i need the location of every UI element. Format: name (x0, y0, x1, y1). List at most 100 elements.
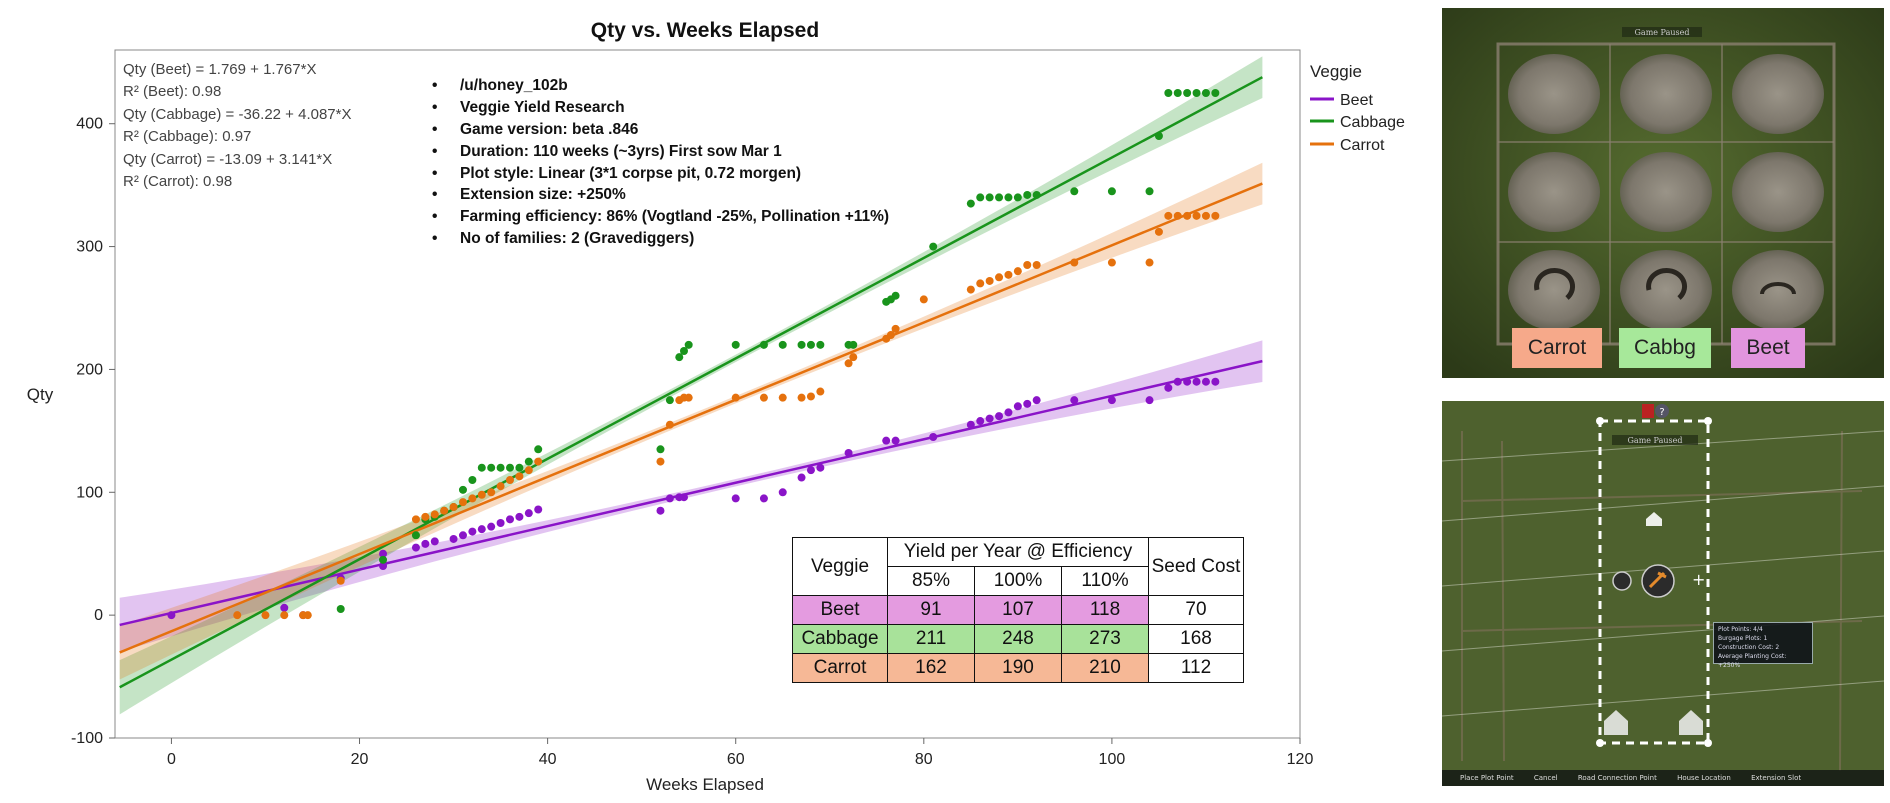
data-point-carrot (778, 393, 787, 402)
data-point-beet (1070, 396, 1079, 405)
data-point-cabbage (1070, 187, 1079, 196)
data-point-cabbage (1173, 89, 1182, 97)
confidence-band-cabbage (119, 56, 1263, 715)
data-point-carrot (759, 393, 768, 402)
data-point-cabbage (806, 340, 815, 349)
data-point-beet (929, 433, 938, 441)
data-point-beet (656, 506, 665, 515)
screenshot-label-cabbage: Cabbg (1619, 328, 1711, 368)
confidence-band-beet (119, 340, 1263, 653)
data-point-cabbage (976, 193, 985, 202)
data-point-carrot (656, 457, 665, 466)
axis-ticks: 0 20 40 60 80 100 120 -100 0 100 200 300 400 (71, 116, 1313, 768)
control-road-connection[interactable]: Road Connection Point (1577, 774, 1657, 782)
data-point-cabbage (477, 463, 486, 472)
x-axis-label: Weeks Elapsed (646, 775, 764, 794)
table-cell: Carrot (792, 653, 888, 683)
annotation-carrot-eq: Qty (Carrot) = -13.09 + 3.141*X (123, 151, 332, 168)
data-point-cabbage (1192, 89, 1201, 97)
extension-slot-icon (1679, 710, 1703, 735)
control-extension-slot[interactable]: Extension Slot (1751, 774, 1802, 782)
data-point-carrot (891, 324, 900, 333)
x-tick-label: 100 (1099, 751, 1126, 768)
data-point-carrot (233, 611, 242, 620)
data-point-carrot (487, 488, 496, 497)
table-cell: 273 (1061, 624, 1149, 654)
control-cancel[interactable]: Cancel (1533, 774, 1558, 782)
tooltip-line: Average Planting Cost: +250% (1718, 653, 1787, 669)
data-point-carrot (303, 611, 312, 620)
table-cell: 118 (1061, 595, 1149, 625)
info-line: /u/honey_102b (460, 77, 568, 94)
legend-label-carrot: Carrot (1340, 137, 1385, 154)
info-item: • Plot style: Linear (3*1 corpse pit, 0.7… (432, 165, 801, 182)
data-point-beet (1107, 396, 1116, 405)
table-cell: 248 (974, 624, 1062, 654)
data-point-carrot (806, 392, 815, 401)
control-house-location[interactable]: House Location (1677, 774, 1731, 782)
data-point-beet (797, 473, 806, 482)
data-point-carrot (797, 393, 806, 402)
annotation-cabbage-r2: R² (Cabbage): 0.97 (123, 128, 251, 145)
data-point-cabbage (336, 605, 345, 613)
table-header-yield: Yield per Year @ Efficiency (887, 537, 1149, 567)
data-point-cabbage (534, 445, 543, 454)
fit-line-beet (119, 359, 1263, 627)
data-point-beet (1211, 377, 1220, 386)
data-point-beet (534, 505, 543, 514)
data-point-cabbage (675, 353, 684, 362)
data-point-cabbage (1201, 89, 1210, 97)
data-point-carrot (440, 506, 449, 515)
data-point-beet (1183, 377, 1192, 386)
data-point-cabbage (797, 340, 806, 349)
data-point-beet (487, 522, 496, 531)
info-list: • /u/honey_102b • Veggie Yield Research • G… (432, 77, 889, 247)
data-point-cabbage (1023, 190, 1032, 199)
table-header-eff-85: 85% (887, 566, 975, 596)
control-place-plot-point[interactable]: Place Plot Point (1460, 774, 1514, 782)
data-point-carrot (411, 515, 420, 524)
table-header-eff-110: 110% (1061, 566, 1149, 596)
data-point-carrot (665, 420, 674, 429)
add-icon[interactable]: + (1692, 570, 1705, 589)
annotation-cabbage-eq: Qty (Cabbage) = -36.22 + 4.087*X (123, 106, 351, 123)
chart-title: Qty vs. Weeks Elapsed (591, 19, 819, 42)
data-point-carrot (280, 611, 289, 620)
data-point-beet (524, 509, 533, 518)
data-point-cabbage (524, 457, 533, 466)
data-point-beet (1192, 377, 1201, 386)
data-point-carrot (458, 498, 467, 507)
data-point-carrot (477, 490, 486, 499)
data-point-beet (477, 525, 486, 534)
svg-text:•: • (432, 77, 437, 94)
data-point-beet (891, 436, 900, 445)
data-point-beet (976, 417, 985, 426)
rotate-icon[interactable] (1612, 571, 1632, 591)
data-point-beet (665, 494, 674, 503)
placement-image: Game Paused ? + (1442, 401, 1884, 786)
annotation-carrot-r2: R² (Carrot): 0.98 (123, 173, 232, 190)
data-point-carrot (336, 576, 345, 585)
data-point-beet (1023, 399, 1032, 408)
x-tick-label: 20 (351, 751, 369, 768)
x-tick-label: 80 (915, 751, 933, 768)
data-point-beet (167, 611, 176, 620)
data-point-beet (1164, 383, 1173, 392)
legend-label-cabbage: Cabbage (1340, 114, 1405, 131)
x-tick-label: 120 (1287, 751, 1314, 768)
data-point-beet (496, 519, 505, 527)
svg-text:?: ? (1659, 407, 1664, 418)
data-point-cabbage (515, 463, 524, 472)
house-marker-icon (1642, 404, 1654, 418)
extension-slot-icon (1604, 710, 1628, 735)
data-point-cabbage (656, 445, 665, 454)
tooltip-line: Burgage Plots: 1 (1718, 635, 1768, 642)
info-item: • Extension size: +250% (432, 186, 626, 203)
data-point-cabbage (1107, 187, 1116, 196)
data-point-carrot (1070, 258, 1079, 267)
data-point-cabbage (1004, 193, 1013, 202)
x-tick-label: 40 (539, 751, 557, 768)
data-point-cabbage (995, 193, 1004, 202)
data-point-cabbage (468, 476, 477, 484)
info-line: No of families: 2 (Gravediggers) (460, 230, 694, 247)
